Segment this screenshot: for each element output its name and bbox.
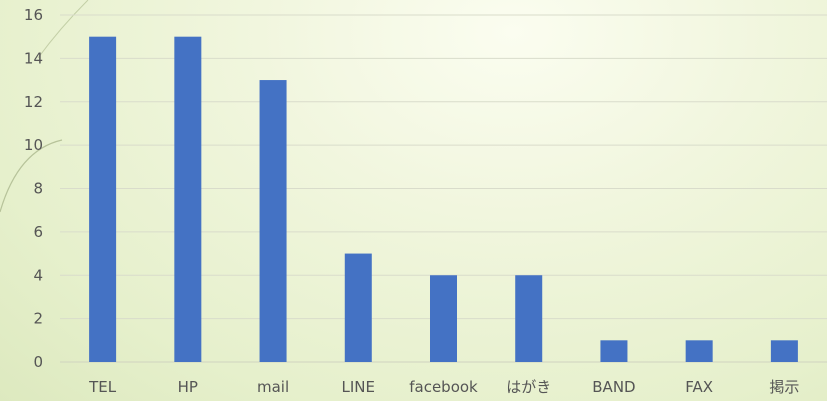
bars [89, 36, 798, 362]
decorative-curve [0, 139, 63, 213]
bar [430, 275, 457, 362]
decorative-curve-top [37, 0, 89, 59]
y-tick-label: 16 [24, 6, 43, 24]
x-category-label: FAX [685, 378, 713, 396]
bar [89, 36, 117, 362]
bar [259, 80, 287, 362]
x-category-label: BAND [592, 378, 635, 396]
x-category-label: HP [178, 378, 198, 396]
bar [344, 253, 372, 362]
y-tick-label: 0 [33, 353, 43, 371]
y-axis-ticks: 0 2 4 6 8 10 12 14 16 [24, 6, 43, 371]
y-tick-label: 14 [24, 49, 43, 67]
y-tick-label: 12 [24, 93, 43, 111]
x-category-label: mail [257, 378, 289, 396]
x-category-label: TEL [88, 378, 117, 396]
x-axis-labels: TEL HP mail LINE facebook はがき BAND FAX 掲示 [88, 378, 799, 396]
x-category-label: facebook [409, 378, 478, 396]
y-tick-label: 6 [33, 223, 43, 241]
x-category-label: はがき [506, 378, 551, 396]
x-category-label: 掲示 [769, 378, 799, 396]
bar [770, 340, 798, 362]
bar [685, 340, 713, 362]
bar [600, 340, 628, 362]
y-tick-label: 10 [24, 136, 43, 154]
y-tick-label: 4 [33, 266, 43, 284]
y-tick-label: 2 [33, 310, 43, 328]
bar [515, 275, 543, 362]
bar [174, 36, 202, 362]
y-tick-label: 8 [33, 180, 43, 198]
x-category-label: LINE [342, 378, 375, 396]
